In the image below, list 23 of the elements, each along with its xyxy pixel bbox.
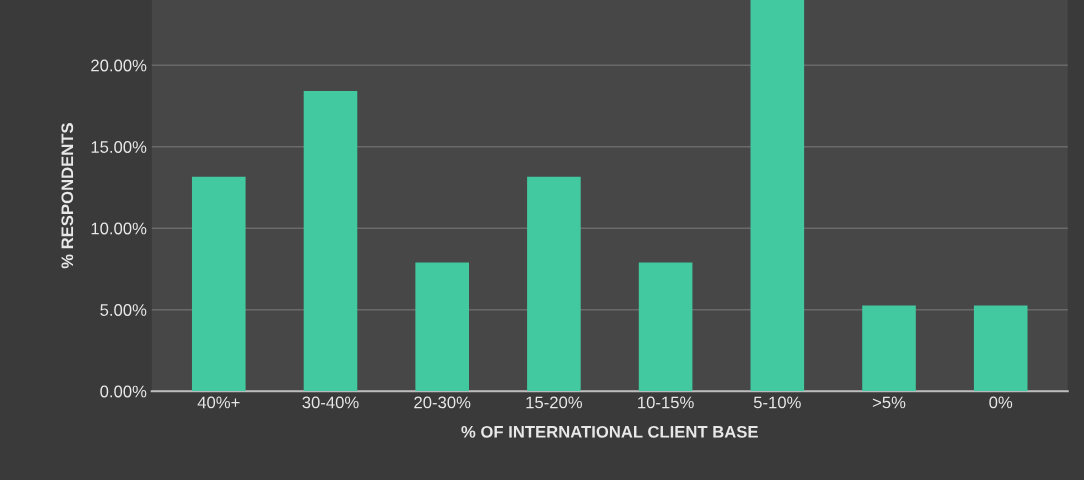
x-tick-label: >5% (872, 396, 906, 409)
bar (415, 262, 469, 392)
x-tick-label: 20-30% (414, 396, 471, 409)
y-tick-label: 15.00% (91, 141, 147, 153)
bar (527, 176, 581, 392)
x-tick-label: 5-10% (753, 396, 801, 409)
x-tick-label: 40%+ (197, 396, 240, 409)
bar (638, 262, 693, 392)
bar (750, 0, 805, 392)
y-axis-title: % RESPONDENTS (61, 123, 74, 269)
bar (191, 176, 246, 392)
y-tick-label: 20.00% (91, 59, 147, 72)
bar (862, 305, 916, 392)
bar (973, 305, 1028, 392)
x-axis-title: % OF INTERNATIONAL CLIENT BASE (461, 425, 758, 438)
bar (303, 90, 358, 392)
y-tick-label: 0.00% (100, 385, 147, 398)
x-tick-label: 30-40% (302, 396, 359, 409)
x-tick-label: 10-15% (638, 396, 694, 409)
x-tick-label: 15-20% (526, 396, 583, 409)
y-tick-label: 10.00% (91, 222, 147, 235)
y-tick-label: 5.00% (100, 304, 147, 316)
x-tick-label: 0% (989, 396, 1013, 409)
